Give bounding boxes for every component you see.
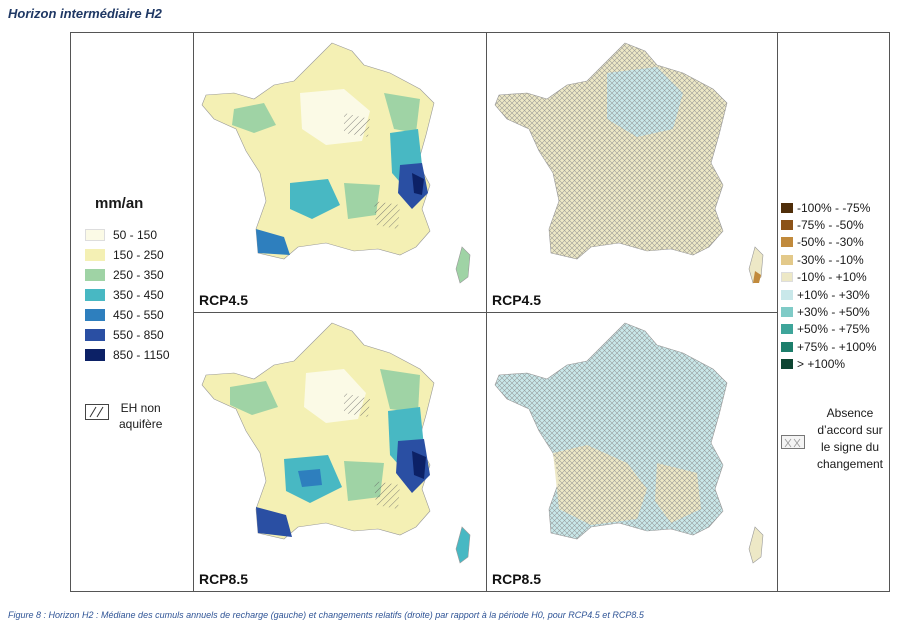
scenario-label: RCP8.5 bbox=[199, 571, 249, 587]
change-legend-label: > +100% bbox=[797, 357, 846, 372]
change-legend-label: -75% - -50% bbox=[797, 217, 864, 232]
scenario-label: RCP8.5 bbox=[492, 571, 542, 587]
change-legend-label: -30% - -10% bbox=[797, 252, 864, 267]
recharge-legend-item: 250 - 350 bbox=[85, 267, 164, 283]
recharge-legend-label: 350 - 450 bbox=[113, 288, 164, 302]
agreement-note-line3: le signe du bbox=[820, 440, 880, 454]
change-legend-item: -10% - +10% bbox=[781, 269, 867, 286]
figure-frame: mm/an 50 - 150 150 - 250 250 - 350 350 - 45… bbox=[70, 32, 890, 592]
recharge-legend-label: 250 - 350 bbox=[113, 268, 164, 282]
recharge-legend-item: 550 - 850 bbox=[85, 327, 164, 343]
aquifer-note-line1: EH non bbox=[120, 401, 161, 415]
change-legend-label: +30% - +50% bbox=[797, 304, 870, 319]
recharge-legend: mm/an 50 - 150 150 - 250 250 - 350 350 - 45… bbox=[71, 33, 193, 591]
recharge-legend-swatch bbox=[85, 249, 105, 261]
change-legend-label: -50% - -30% bbox=[797, 235, 864, 250]
recharge-legend-swatch bbox=[85, 269, 105, 281]
recharge-legend-title: mm/an bbox=[95, 195, 144, 212]
recharge-legend-label: 850 - 1150 bbox=[113, 348, 170, 362]
change-legend-swatch bbox=[781, 306, 793, 317]
diagonal-hatch-icon bbox=[85, 404, 109, 420]
change-legend-item: +75% - +100% bbox=[781, 338, 876, 355]
recharge-legend-label: 450 - 550 bbox=[113, 308, 164, 322]
change-legend-item: -30% - -10% bbox=[781, 251, 864, 268]
map-panel-change-rcp45: RCP4.5 bbox=[487, 33, 777, 312]
recharge-legend-item: 50 - 150 bbox=[85, 227, 157, 243]
change-legend-swatch bbox=[781, 254, 793, 265]
figure-caption: Figure 8 : Horizon H2 : Médiane des cumu… bbox=[8, 610, 644, 620]
change-legend-label: +10% - +30% bbox=[797, 287, 870, 302]
recharge-legend-swatch bbox=[85, 349, 105, 361]
change-legend-swatch bbox=[781, 289, 793, 300]
recharge-legend-item: 850 - 1150 bbox=[85, 347, 170, 363]
recharge-legend-label: 50 - 150 bbox=[113, 228, 158, 242]
change-legend-swatch bbox=[781, 202, 793, 213]
change-legend: -100% - -75% -75% - -50% -50% - -30% -30% -… bbox=[777, 33, 889, 591]
scenario-label: RCP4.5 bbox=[199, 292, 249, 308]
recharge-legend-label: 150 - 250 bbox=[113, 248, 164, 262]
france-change-map bbox=[494, 322, 764, 564]
recharge-legend-swatch bbox=[85, 289, 105, 301]
change-legend-item: +50% - +75% bbox=[781, 321, 870, 338]
divider-horizontal bbox=[193, 312, 777, 313]
divider-right bbox=[777, 33, 778, 591]
recharge-legend-swatch bbox=[85, 329, 105, 341]
cross-hatch-icon bbox=[781, 435, 805, 449]
agreement-note-line4: changement bbox=[816, 457, 884, 471]
change-legend-swatch bbox=[781, 237, 793, 248]
change-legend-item: -100% - -75% bbox=[781, 199, 870, 216]
change-legend-item: +10% - +30% bbox=[781, 286, 870, 303]
change-legend-swatch bbox=[781, 341, 793, 352]
change-legend-label: -10% - +10% bbox=[797, 270, 867, 285]
map-panel-recharge-rcp85: RCP8.5 bbox=[194, 313, 486, 591]
change-legend-swatch bbox=[781, 359, 793, 370]
change-legend-swatch bbox=[781, 219, 793, 230]
agreement-note-line2: d’accord sur bbox=[817, 423, 883, 437]
recharge-legend-item: 450 - 550 bbox=[85, 307, 164, 323]
france-change-map bbox=[494, 42, 764, 284]
change-legend-swatch bbox=[781, 324, 793, 335]
aquifer-note-line2: aquifère bbox=[119, 417, 163, 431]
change-legend-label: +50% - +75% bbox=[797, 322, 870, 337]
scenario-label: RCP4.5 bbox=[492, 292, 542, 308]
change-legend-item: -50% - -30% bbox=[781, 234, 864, 251]
change-legend-item: -75% - -50% bbox=[781, 216, 864, 233]
recharge-legend-item: 350 - 450 bbox=[85, 287, 164, 303]
france-recharge-map bbox=[201, 42, 471, 284]
recharge-legend-item: 150 - 250 bbox=[85, 247, 164, 263]
map-panel-recharge-rcp45: RCP4.5 bbox=[194, 33, 486, 312]
agreement-note-line1: Absence bbox=[826, 406, 874, 420]
change-legend-swatch bbox=[781, 272, 793, 283]
change-legend-item: +30% - +50% bbox=[781, 303, 870, 320]
recharge-legend-label: 550 - 850 bbox=[113, 328, 164, 342]
map-panel-change-rcp85: RCP8.5 bbox=[487, 313, 777, 591]
change-legend-item: > +100% bbox=[781, 356, 845, 373]
aquifer-note: EH non aquifère bbox=[85, 400, 162, 432]
recharge-legend-swatch bbox=[85, 229, 105, 241]
change-legend-label: +75% - +100% bbox=[797, 339, 877, 354]
change-legend-label: -100% - -75% bbox=[797, 200, 871, 215]
france-recharge-map bbox=[201, 322, 471, 564]
agreement-note: Absence d’accord sur le signe du changem… bbox=[781, 405, 889, 473]
recharge-legend-swatch bbox=[85, 309, 105, 321]
page-heading: Horizon intermédiaire H2 bbox=[8, 6, 162, 21]
